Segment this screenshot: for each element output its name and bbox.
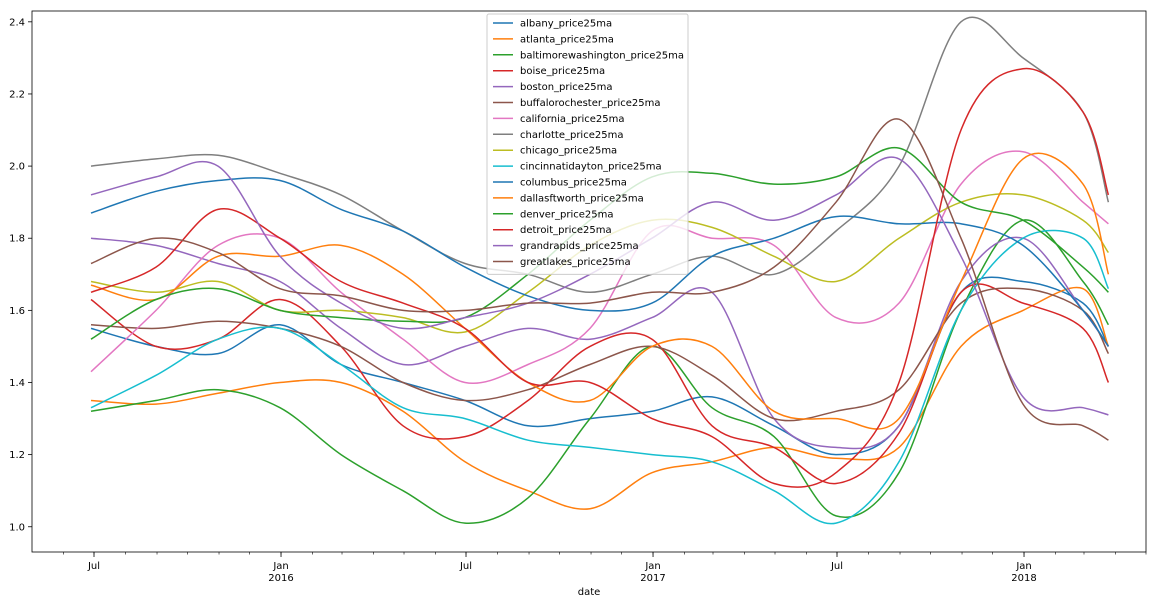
y-tick-label: 1.8 — [9, 234, 25, 245]
series-line-cincinnatidayton_price25ma — [90, 229, 1110, 525]
y-tick-label: 1.4 — [9, 378, 25, 389]
x-axis-label: date — [578, 587, 601, 598]
y-tick-label: 1.6 — [9, 306, 25, 317]
series-line-detroit_price25ma — [90, 67, 1110, 488]
series-line-albany_price25ma — [90, 276, 1110, 456]
x-tick-label: Jan — [272, 561, 288, 572]
legend-label-atlanta_price25ma: atlanta_price25ma — [520, 34, 614, 45]
legend-label-cincinnatidayton_price25ma: cincinnatidayton_price25ma — [520, 162, 662, 173]
legend-label-boise_price25ma: boise_price25ma — [520, 66, 605, 77]
x-tick-label: Jul — [459, 561, 472, 572]
legend-label-albany_price25ma: albany_price25ma — [520, 19, 612, 30]
legend-label-denver_price25ma: denver_price25ma — [520, 209, 614, 220]
legend-label-columbus_price25ma: columbus_price25ma — [520, 178, 627, 189]
x-tick-year-label: 2016 — [268, 573, 293, 584]
legend-label-baltimorewashington_price25ma: baltimorewashington_price25ma — [520, 50, 684, 61]
legend-label-chicago_price25ma: chicago_price25ma — [520, 146, 617, 157]
series-line-boise_price25ma — [90, 283, 1110, 485]
legend-label-detroit_price25ma: detroit_price25ma — [520, 225, 612, 236]
series-line-atlanta_price25ma — [90, 286, 1110, 510]
x-tick-label: Jan — [644, 561, 660, 572]
legend-label-grandrapids_price25ma: grandrapids_price25ma — [520, 241, 639, 252]
legend-label-dallasftworth_price25ma: dallasftworth_price25ma — [520, 193, 644, 204]
plot-frame — [31, 10, 1147, 553]
legend: albany_price25ma atlanta_price25mabaltimo… — [486, 13, 689, 275]
y-tick-label: 2.4 — [9, 17, 25, 28]
legend-label-california_price25ma: california_price25ma — [520, 114, 624, 125]
y-tick-label: 1.0 — [9, 522, 25, 533]
y-tick-label: 2.0 — [9, 162, 25, 173]
legend-label-boston_price25ma: boston_price25ma — [520, 82, 613, 93]
legend-box — [486, 13, 689, 275]
y-tick-label: 2.2 — [9, 89, 25, 100]
series-line-columbus_price25ma — [90, 177, 1110, 347]
x-tick-year-label: 2018 — [1011, 573, 1036, 584]
x-tick-label: Jan — [1015, 561, 1031, 572]
legend-label-buffalorochester_price25ma: buffalorochester_price25ma — [520, 98, 660, 109]
x-tick-label: Jul — [830, 561, 843, 572]
x-tick-year-label: 2017 — [640, 573, 665, 584]
legend-label-charlotte_price25ma: charlotte_price25ma — [520, 130, 623, 141]
series-line-greatlakes_price25ma — [90, 118, 1109, 441]
x-tick-label: Jul — [87, 561, 100, 572]
y-tick-label: 1.2 — [9, 450, 25, 461]
legend-label-greatlakes_price25ma: greatlakes_price25ma — [520, 257, 631, 268]
